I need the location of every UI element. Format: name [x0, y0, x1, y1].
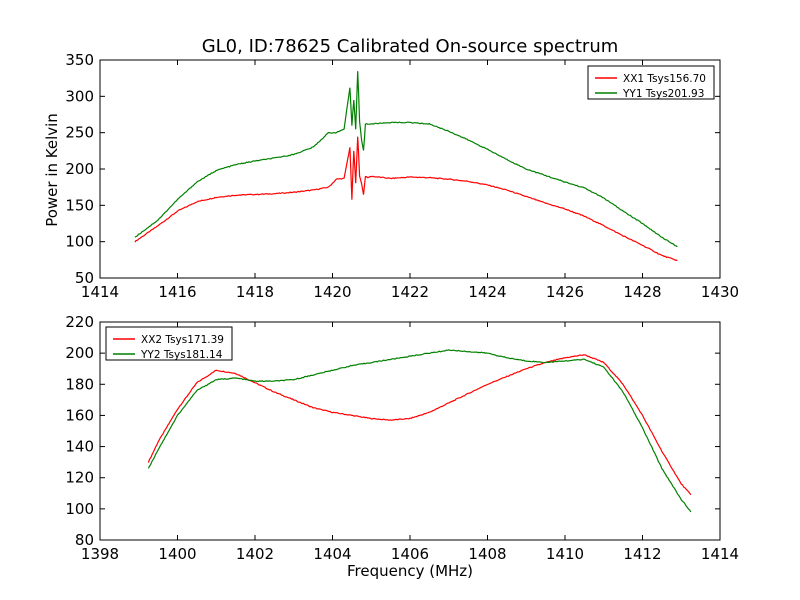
bottom-x-tick-label: 1412	[623, 545, 661, 563]
bottom-y-tick-label: 80	[75, 531, 94, 549]
top-panel: GL0, ID:78625 Calibrated On-source spect…	[43, 36, 739, 301]
bottom-x-tick-label: 1406	[391, 545, 429, 563]
bottom-x-tick-label: 1400	[158, 545, 196, 563]
top-x-tick-label: 1430	[701, 283, 739, 301]
top-x-tick-label: 1414	[81, 283, 119, 301]
bottom-y-tick-label: 180	[65, 375, 94, 393]
top-y-tick-label: 50	[75, 269, 94, 287]
top-x-tick-label: 1428	[623, 283, 661, 301]
bottom-x-tick-label: 1410	[546, 545, 584, 563]
top-x-tick-label: 1416	[158, 283, 196, 301]
top-series-line-1	[134, 136, 678, 262]
top-series-line-2	[134, 71, 678, 248]
top-y-axis-label: Power in Kelvin	[43, 113, 61, 227]
top-legend: XX1 Tsys156.70 YY1 Tsys201.93	[587, 65, 715, 100]
top-x-tick-label: 1420	[313, 283, 351, 301]
bottom-y-tick-label: 160	[65, 406, 94, 424]
top-legend-label: XX1 Tsys156.70	[623, 73, 706, 85]
bottom-legend-label: XX2 Tsys171.39	[141, 334, 224, 346]
top-legend-label: YY1 Tsys201.93	[622, 88, 704, 100]
top-x-tick-label: 1422	[391, 283, 429, 301]
top-x-tick-label: 1418	[236, 283, 274, 301]
top-y-tick-label: 250	[65, 124, 94, 142]
top-plot-area: 1414 1416 1418 1420 1422 1424 1426 1428 1430 50 10…	[65, 51, 739, 301]
bottom-y-tick-label: 100	[65, 500, 94, 518]
bottom-y-tick-label: 200	[65, 344, 94, 362]
bottom-legend: XX2 Tsys171.39 YY2 Tsys181.14	[105, 326, 233, 361]
top-y-tick-label: 350	[65, 51, 94, 69]
bottom-legend-label: YY2 Tsys181.14	[140, 349, 223, 361]
bottom-y-tick-label: 120	[65, 469, 94, 487]
bottom-series-line-1	[147, 354, 692, 496]
top-y-tick-label: 300	[65, 87, 94, 105]
bottom-x-tick-label: 1398	[81, 545, 119, 563]
bottom-x-tick-label: 1402	[236, 545, 274, 563]
bottom-plot-area: 1398 1400 1402 1404 1406 1408 1410 1412 1414 80 10…	[65, 313, 739, 563]
bottom-x-tick-label: 1404	[313, 545, 351, 563]
top-y-tick-label: 150	[65, 196, 94, 214]
top-x-tick-label: 1424	[468, 283, 506, 301]
top-y-tick-label: 100	[65, 233, 94, 251]
top-chart-title: GL0, ID:78625 Calibrated On-source spect…	[202, 36, 619, 57]
bottom-x-axis-label: Frequency (MHz)	[347, 562, 473, 580]
bottom-x-tick-label: 1414	[701, 545, 739, 563]
bottom-x-tick-label: 1408	[468, 545, 506, 563]
bottom-y-tick-label: 220	[65, 313, 94, 331]
bottom-panel: Frequency (MHz) 1398 1400 1402 1404 1406 1408…	[65, 313, 739, 580]
top-y-tick-label: 200	[65, 160, 94, 178]
bottom-series-line-2	[147, 349, 692, 513]
top-x-tick-label: 1426	[546, 283, 584, 301]
bottom-y-tick-label: 140	[65, 438, 94, 456]
